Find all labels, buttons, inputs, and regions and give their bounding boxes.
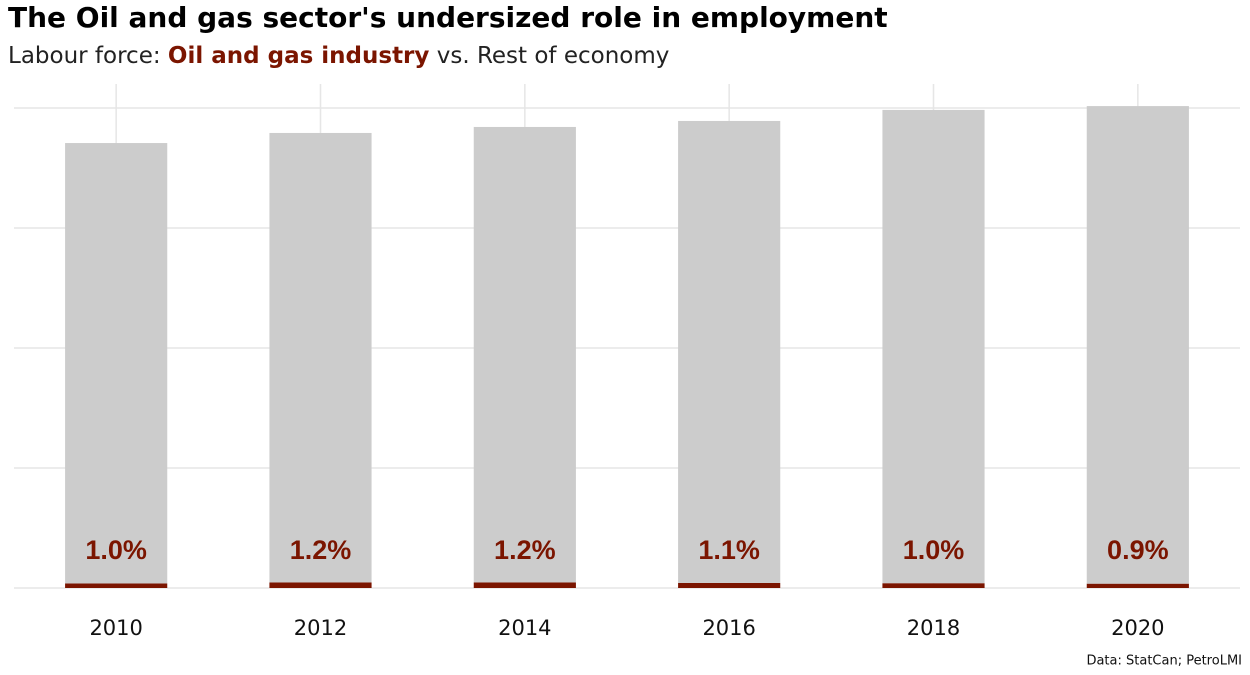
x-tick-label: 2018 — [907, 616, 960, 640]
data-label: 1.1% — [698, 535, 760, 565]
x-tick-label: 2012 — [294, 616, 347, 640]
legend-entry: Rest of economy — [477, 43, 669, 69]
data-label: 1.2% — [290, 535, 352, 565]
bar-segment — [1086, 106, 1189, 584]
x-tick-label: 2016 — [702, 616, 755, 640]
bar-segment — [473, 126, 576, 583]
chart-title: The Oil and gas sector's undersized role… — [8, 1, 888, 34]
x-tick-label: 2010 — [89, 616, 142, 640]
data-label: 0.9% — [1107, 535, 1169, 565]
data-label: 1.0% — [903, 535, 965, 565]
bar-segment — [678, 582, 781, 588]
data-label: 1.0% — [85, 535, 147, 565]
legend-entry: Oil and gas industry — [168, 43, 430, 69]
x-tick-label: 2014 — [498, 616, 551, 640]
bar-segment — [882, 583, 985, 588]
subtitle-prefix: Labour force: — [8, 43, 161, 69]
bar-segment — [1086, 583, 1189, 588]
plot: 1.0% 2010 1.2% 2012 1.2% 2014 1.1% 2016 1.0% 2018… — [14, 84, 1240, 640]
bar-segment — [473, 582, 576, 588]
caption: Data: StatCan; PetroLMI — [1086, 654, 1242, 669]
bar-segment — [678, 120, 781, 583]
bar-segment — [269, 582, 372, 588]
bar-segment — [882, 109, 985, 584]
x-tick-label: 2020 — [1111, 616, 1164, 640]
subtitle-joiner: vs. — [437, 43, 470, 69]
data-label: 1.2% — [494, 535, 556, 565]
bar-segment — [65, 143, 168, 584]
chart-subtitle: Labour force: Oil and gas industry vs. R… — [8, 43, 669, 69]
bar-segment — [269, 132, 372, 583]
bar-segment — [65, 583, 168, 588]
